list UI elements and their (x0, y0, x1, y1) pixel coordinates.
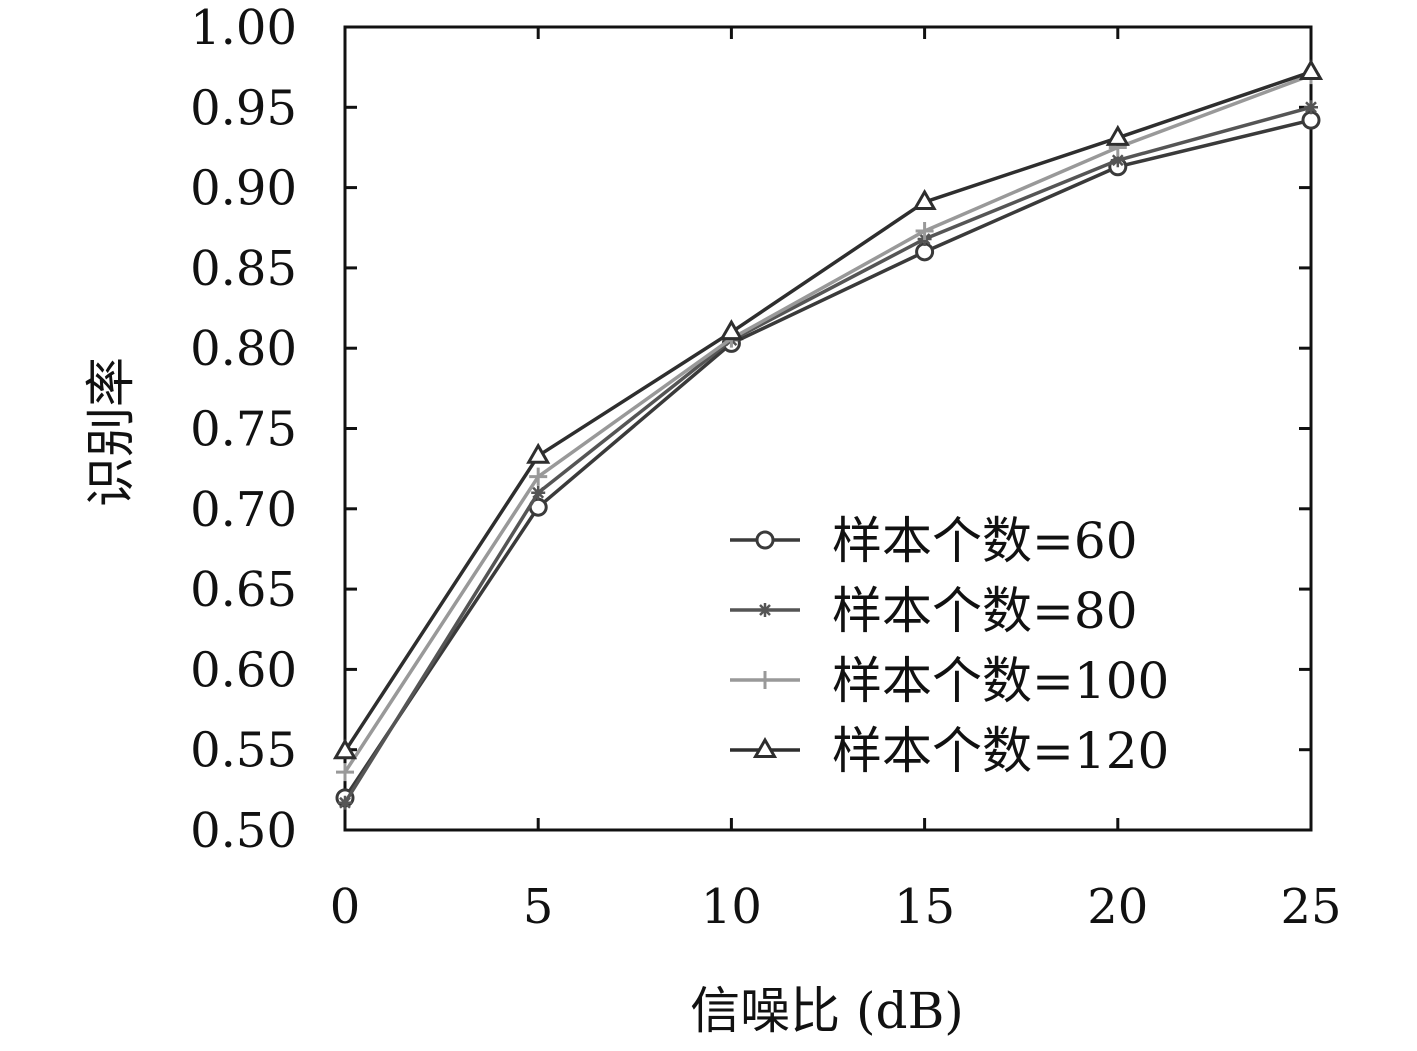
y-tick-label: 0.85 (190, 241, 297, 297)
legend-label: 样本个数=100 (832, 652, 1169, 710)
plot-area: 0 5 10 15 20 25 0.50 0.55 0.60 0.65 0.70 0.75 0.80 0.… (190, 0, 1341, 935)
y-tick-label: 1.00 (190, 0, 297, 56)
x-tick-label: 10 (701, 879, 762, 935)
marker-plus (336, 763, 354, 782)
legend-label: 样本个数=120 (832, 722, 1169, 780)
series-circle (335, 110, 1321, 808)
marker-triangle (1298, 58, 1324, 80)
marker-circle (755, 530, 775, 550)
marker-asterisk (1304, 100, 1318, 115)
y-tick-label: 0.55 (190, 723, 297, 779)
marker-asterisk (531, 485, 546, 500)
marker-triangle (719, 319, 744, 341)
x-axis-title: 信噪比 (dB) (690, 982, 964, 1040)
legend-item: 样本个数=60 (730, 512, 1138, 570)
series-line (343, 118, 1312, 799)
y-tick-label: 0.80 (190, 321, 297, 377)
x-tick-label: 15 (894, 879, 955, 935)
series-line (343, 105, 1312, 804)
x-tick-label: 20 (1087, 879, 1148, 935)
y-tick-label: 0.65 (190, 562, 297, 618)
series-line (343, 73, 1312, 774)
marker-circle (915, 242, 935, 262)
series-asterisk (338, 100, 1318, 810)
legend-item: 样本个数=100 (730, 652, 1169, 710)
series-line (343, 70, 1312, 753)
marker-asterisk (758, 603, 772, 617)
marker-triangle (752, 736, 778, 758)
marker-plus (756, 671, 774, 689)
marker-plus (915, 221, 934, 240)
series-triangle (332, 58, 1324, 760)
y-tick-label: 0.60 (190, 642, 297, 698)
marker-asterisk (1110, 153, 1125, 168)
marker-asterisk (338, 795, 352, 810)
marker-plus (529, 467, 548, 486)
marker-circle (1301, 110, 1321, 130)
y-axis-title: 识别率 (82, 357, 140, 507)
legend-item: 样本个数=120 (730, 722, 1169, 780)
y-tick-label: 0.90 (190, 161, 297, 217)
marker-triangle (526, 442, 551, 464)
y-tick-label: 0.50 (190, 803, 297, 859)
x-tick-label: 5 (523, 879, 554, 935)
series-plus (336, 66, 1320, 782)
y-tick-label: 0.75 (190, 402, 297, 458)
x-tick-label: 0 (330, 879, 361, 935)
legend: 样本个数=60 样本个数=80 样本个数=100 样本个数=120 (730, 512, 1169, 780)
legend-item: 样本个数=80 (730, 582, 1138, 640)
marker-triangle (1105, 124, 1130, 146)
legend-label: 样本个数=80 (832, 582, 1138, 640)
y-tick-label: 0.70 (190, 482, 297, 538)
marker-triangle (332, 738, 358, 760)
y-tick-label: 0.95 (190, 80, 297, 136)
legend-label: 样本个数=60 (832, 512, 1138, 570)
x-tick-label: 25 (1280, 879, 1341, 935)
marker-triangle (912, 189, 937, 211)
